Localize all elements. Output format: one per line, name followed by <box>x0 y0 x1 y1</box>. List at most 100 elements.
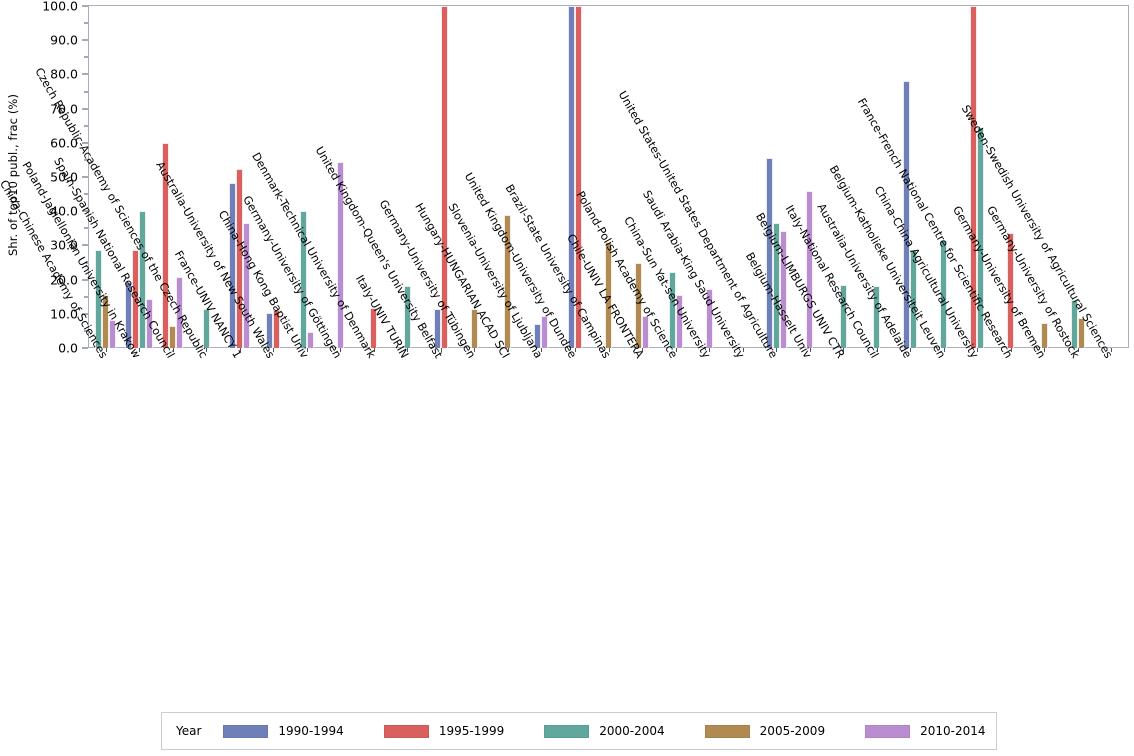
y-axis-minor-tick-mark <box>84 159 88 161</box>
y-axis-minor-tick-mark <box>84 56 88 58</box>
legend-color-swatch <box>544 724 590 738</box>
x-axis-tick-mark <box>642 348 644 352</box>
bar <box>873 285 881 348</box>
bar <box>433 308 441 348</box>
bar <box>1040 322 1048 348</box>
legend-label: 2000-2004 <box>599 724 665 738</box>
x-axis-tick-mark <box>239 348 241 352</box>
x-axis-labels: China-Chinese Academy of Sciences Poland-… <box>0 66 1134 692</box>
bar <box>970 6 978 348</box>
legend-entry[interactable]: 2010-2014 <box>865 724 986 738</box>
bar <box>779 230 787 348</box>
y-axis-tick-label: 60.0 <box>50 135 78 151</box>
x-axis-tick-mark <box>474 348 476 352</box>
x-axis-tick-mark <box>608 348 610 352</box>
x-axis-ticks <box>89 348 1128 354</box>
x-axis-tick-mark <box>977 348 979 352</box>
y-axis-tick-label: 100.0 <box>42 0 78 14</box>
bar <box>642 315 650 348</box>
bar <box>202 308 210 348</box>
y-axis-tick-mark <box>82 176 88 178</box>
bar <box>635 262 643 348</box>
bar <box>1007 233 1015 348</box>
x-axis-tick-mark <box>507 348 509 352</box>
x-axis-tick-mark <box>273 348 275 352</box>
bar <box>162 143 170 348</box>
x-axis-tick-mark <box>407 348 409 352</box>
y-axis-tick-mark <box>82 244 88 246</box>
legend-title: Year <box>176 724 202 738</box>
bar <box>299 211 307 348</box>
x-axis-tick-mark <box>1111 348 1113 352</box>
bar <box>229 182 237 348</box>
y-axis-tick-mark <box>82 73 88 75</box>
legend-entry[interactable]: 2000-2004 <box>544 724 665 738</box>
bar <box>772 222 780 348</box>
x-axis-tick-mark <box>1077 348 1079 352</box>
y-axis-tick-label: 20.0 <box>50 272 78 288</box>
bar <box>668 272 676 348</box>
x-axis-tick-mark <box>776 348 778 352</box>
bar <box>102 295 110 348</box>
x-axis-tick-mark <box>306 348 308 352</box>
bar <box>541 315 549 348</box>
bar <box>370 308 378 348</box>
y-axis-tick-label: 30.0 <box>50 237 78 253</box>
bar <box>470 309 478 348</box>
y-axis-tick-label: 50.0 <box>50 169 78 185</box>
x-axis-tick-mark <box>1044 348 1046 352</box>
legend-entry[interactable]: 2005-2009 <box>704 724 825 738</box>
legend-color-swatch <box>704 724 750 738</box>
y-axis-tick-mark <box>82 39 88 41</box>
y-axis-tick-label: 90.0 <box>50 32 78 48</box>
bar <box>574 6 582 348</box>
x-axis-tick-mark <box>541 348 543 352</box>
y-axis-tick-mark <box>82 347 88 349</box>
y-axis-minor-tick-mark <box>84 262 88 263</box>
x-axis-tick-mark <box>809 348 811 352</box>
bar <box>109 319 117 348</box>
legend-entries: 1990-1994 1995-1999 2000-2004 2005-2009 2010… <box>223 724 1025 738</box>
bar <box>176 276 184 348</box>
bar <box>940 240 948 348</box>
y-axis-tick-mark <box>82 108 88 110</box>
legend-color-swatch <box>383 724 429 738</box>
bar <box>273 309 281 348</box>
bar <box>765 158 773 348</box>
x-axis-tick-mark <box>139 348 141 352</box>
x-axis-tick-mark <box>876 348 878 352</box>
bar <box>403 286 411 348</box>
y-axis-minor-tick-mark <box>84 330 88 332</box>
bar <box>125 281 133 348</box>
y-axis-tick-mark <box>82 279 88 281</box>
bar <box>1070 300 1078 348</box>
bar <box>705 288 713 348</box>
x-axis-tick-mark <box>709 348 711 352</box>
x-axis-tick-mark <box>574 348 576 352</box>
x-axis-tick-mark <box>742 348 744 352</box>
legend-entry[interactable]: 1990-1994 <box>223 724 344 738</box>
legend-label: 1990-1994 <box>278 724 344 738</box>
x-axis-tick-mark <box>843 348 845 352</box>
bar <box>806 190 814 348</box>
y-axis-tick-mark <box>82 313 88 315</box>
y-axis-minor-tick-mark <box>84 91 88 92</box>
bar <box>336 161 344 348</box>
bar <box>306 331 314 348</box>
legend-label: 1995-1999 <box>438 724 505 738</box>
bar <box>236 169 244 348</box>
legend-entry[interactable]: 1995-1999 <box>383 724 505 738</box>
y-axis-minor-tick-mark <box>84 296 88 298</box>
bar <box>440 6 448 348</box>
bar <box>169 326 177 348</box>
bar <box>567 6 575 348</box>
x-axis-tick-mark <box>1010 348 1012 352</box>
y-axis-tick-label: 70.0 <box>50 101 78 117</box>
bar <box>504 214 512 348</box>
bar <box>605 242 612 348</box>
y-axis-tick-label: 40.0 <box>50 203 78 219</box>
x-axis-tick-mark <box>206 348 208 352</box>
x-axis-tick-mark <box>440 348 442 352</box>
y-axis-ticks: 0.0 10.0 20.0 30.0 40.0 50.0 60.0 70.0 80.0 90.0 1… <box>0 0 88 356</box>
